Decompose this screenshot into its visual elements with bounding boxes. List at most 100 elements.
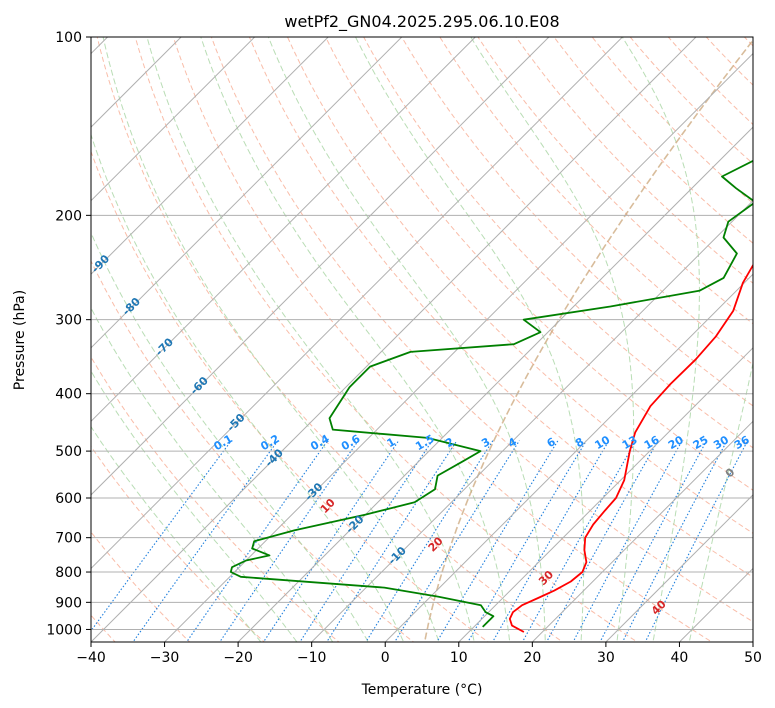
isotherm-label: -50 xyxy=(224,411,247,434)
dry-adiabat xyxy=(96,37,564,642)
x-tick-label: −30 xyxy=(150,650,180,666)
plot-frame xyxy=(90,36,754,643)
mixing-ratio-label: 0.6 xyxy=(339,432,363,453)
isotherm xyxy=(91,37,623,570)
mixing-ratio-line xyxy=(219,440,359,642)
chart-title: wetPf2_GN04.2025.295.06.10.E08 xyxy=(284,12,559,32)
moist-adiabat xyxy=(355,37,585,642)
isotherm xyxy=(91,37,256,202)
moist-adiabat-label: 0 xyxy=(723,465,738,480)
x-tick-label: 0 xyxy=(381,650,390,666)
x-tick-label: 30 xyxy=(597,650,615,666)
x-tick-label: 40 xyxy=(671,650,689,666)
y-tick-label: 800 xyxy=(55,565,82,581)
mixing-ratio-label: 4 xyxy=(506,435,519,450)
y-tick-label: 200 xyxy=(55,208,82,224)
isotherm-label: -20 xyxy=(343,513,366,536)
dry-adiabat xyxy=(629,37,753,165)
isotherm xyxy=(752,641,753,642)
y-axis-label: Pressure (hPa) xyxy=(12,290,28,390)
isotherm xyxy=(91,37,329,275)
mixing-ratio-line xyxy=(91,440,232,632)
y-tick-label: 1000 xyxy=(46,622,82,638)
isotherm xyxy=(384,273,753,642)
mixing-ratio-label: 30 xyxy=(711,433,731,452)
line-labels: -90-80-70-60-50-40-30-20-100.1 0.2 0.4 0.6 1… xyxy=(89,252,752,618)
isotherm xyxy=(237,126,753,642)
dewpoint-line xyxy=(229,159,753,628)
moist-adiabat xyxy=(91,133,405,642)
dry-adiabat xyxy=(667,37,753,126)
mixing-ratio-line xyxy=(599,440,708,642)
isotherm xyxy=(311,199,753,642)
x-tick-label: 10 xyxy=(450,650,468,666)
dry-adiabat xyxy=(401,37,753,407)
mixing-ratio-line xyxy=(492,440,610,642)
mixing-ratio-line xyxy=(621,440,728,642)
dry-adiabat xyxy=(705,37,753,86)
dry-adiabat xyxy=(477,37,753,325)
moist-adiabat xyxy=(91,231,369,642)
mixing-ratio-line xyxy=(365,440,494,642)
mixing-ratio-label: 1 xyxy=(385,435,398,450)
x-tick-label: −40 xyxy=(76,650,106,666)
dry-adiabat xyxy=(286,37,753,534)
dry-adiabat-label: 40 xyxy=(649,597,669,617)
mixing-ratio-label: 6 xyxy=(545,435,558,450)
mixing-ratio-line xyxy=(521,440,637,642)
isotherm xyxy=(164,52,753,642)
y-tick-label: 600 xyxy=(55,491,82,507)
dry-adiabat xyxy=(515,37,753,284)
mixing-ratio-label: 10 xyxy=(593,433,613,452)
y-tick-label: 900 xyxy=(55,595,82,611)
mixing-ratio-label: 1.5 xyxy=(413,432,436,453)
isotherm-label: -30 xyxy=(302,480,325,503)
dry-adiabat xyxy=(743,37,753,47)
y-axis-ticks: 100 200 300 400 500 600 700 800 900 1000 xyxy=(46,30,91,638)
moist-adiabat xyxy=(688,360,753,642)
y-tick-label: 100 xyxy=(55,30,82,46)
dry-adiabat xyxy=(756,10,775,649)
sounding-series xyxy=(229,159,753,633)
mixing-ratio-label: 0.1 xyxy=(212,432,235,453)
y-tick-label: 500 xyxy=(55,444,82,460)
mixing-ratio-line xyxy=(436,440,559,642)
dry-adiabat xyxy=(91,531,191,642)
temperature-line xyxy=(508,263,753,633)
moist-adiabat xyxy=(621,37,700,642)
isotherm xyxy=(91,37,550,496)
dry-adiabat xyxy=(325,37,753,491)
isotherm xyxy=(605,494,753,642)
x-tick-label: −10 xyxy=(297,650,327,666)
dry-adiabat xyxy=(91,356,340,642)
dry-adiabat xyxy=(91,259,415,642)
mixing-ratio-label: 13 xyxy=(620,433,640,452)
mixing-ratio-line xyxy=(394,440,520,642)
mixing-ratio-line xyxy=(185,440,329,642)
mixing-ratio-label: 16 xyxy=(642,433,662,452)
mixing-ratio-label: 36 xyxy=(732,433,752,452)
mixing-ratio-line xyxy=(132,440,279,642)
dry-adiabat-label: 30 xyxy=(536,568,556,588)
mixing-ratio-line xyxy=(326,440,458,642)
x-tick-label: −20 xyxy=(223,650,253,666)
isotherm-label: -70 xyxy=(153,335,176,358)
isotherm xyxy=(531,420,753,642)
reference-curve xyxy=(423,38,753,642)
mixing-ratio-line xyxy=(644,440,749,642)
mixing-ratio-label: 25 xyxy=(691,433,711,452)
moist-adiabat xyxy=(267,37,546,642)
mixing-ratio-label: 2 xyxy=(443,435,456,450)
moist-adiabat xyxy=(91,425,262,642)
mixing-ratio-line xyxy=(467,440,587,642)
dry-adiabat xyxy=(363,37,753,449)
y-tick-label: 400 xyxy=(55,387,82,403)
mixing-ratio-line xyxy=(572,440,683,642)
isotherm xyxy=(679,567,753,642)
isotherm xyxy=(91,37,403,349)
mixing-ratio-line xyxy=(545,440,659,642)
dry-adiabat xyxy=(91,445,266,642)
isotherm xyxy=(91,37,697,642)
mixing-ratio-label: 20 xyxy=(666,433,686,452)
